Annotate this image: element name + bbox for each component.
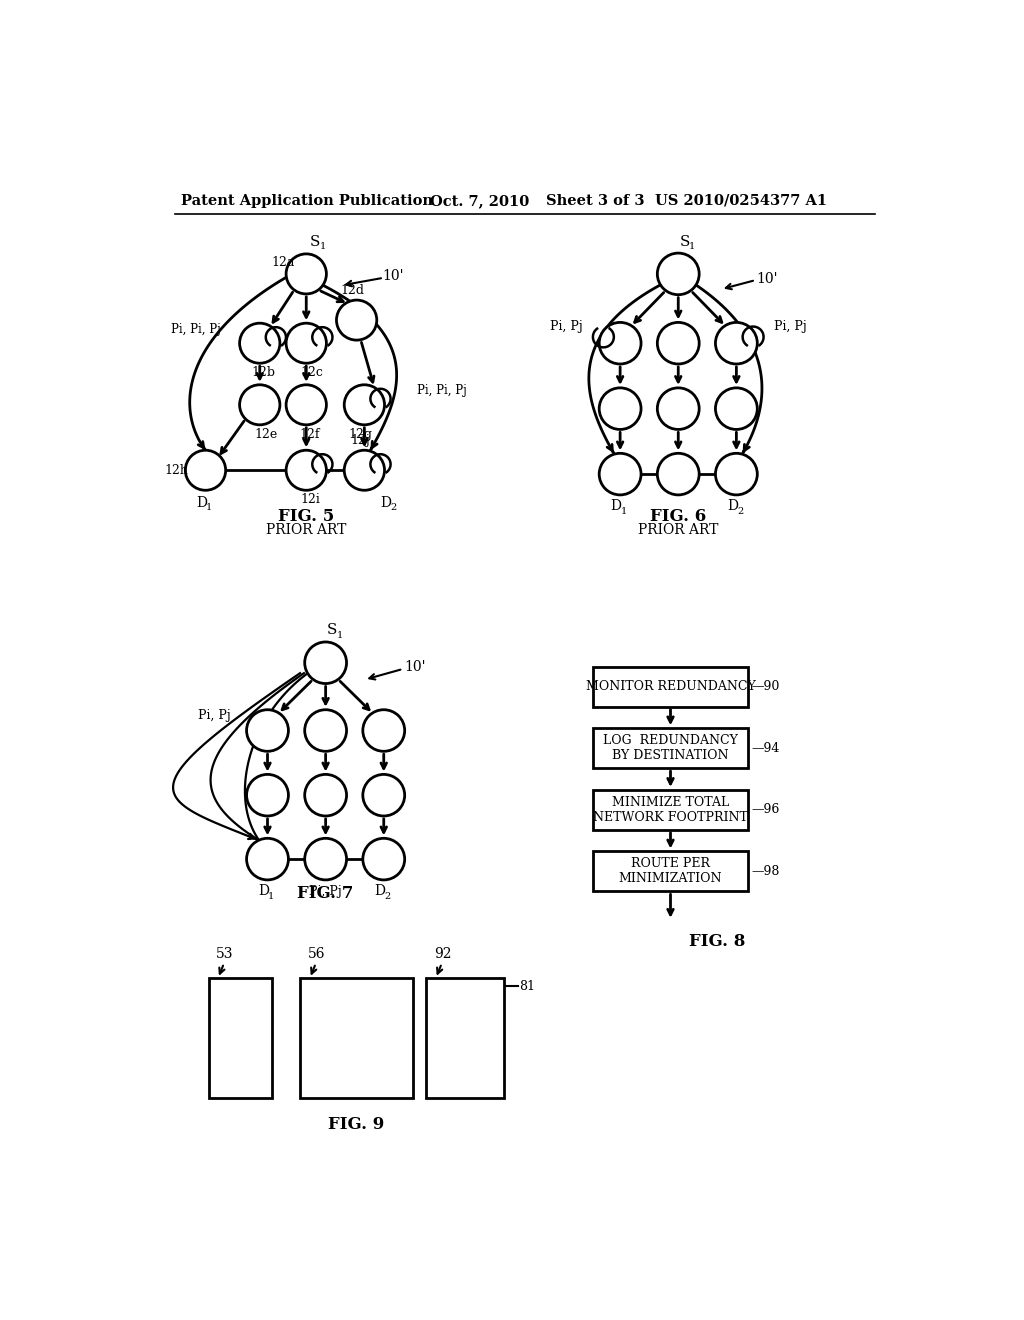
- Text: —90: —90: [752, 680, 780, 693]
- Circle shape: [362, 710, 404, 751]
- Circle shape: [362, 775, 404, 816]
- Circle shape: [305, 710, 346, 751]
- Circle shape: [337, 300, 377, 341]
- Circle shape: [247, 775, 289, 816]
- Text: —98: —98: [752, 865, 780, 878]
- Text: 12h: 12h: [165, 463, 188, 477]
- Text: FIG. 5: FIG. 5: [279, 508, 335, 525]
- Text: 12j: 12j: [350, 434, 371, 447]
- Text: 12g: 12g: [348, 428, 373, 441]
- Bar: [300, 978, 413, 1098]
- Text: 1: 1: [319, 242, 326, 251]
- Circle shape: [716, 322, 758, 364]
- Text: 56: 56: [308, 946, 326, 961]
- Text: 12i: 12i: [300, 492, 321, 506]
- Text: D: D: [375, 884, 385, 899]
- FancyBboxPatch shape: [593, 789, 748, 830]
- Text: 10': 10': [756, 272, 777, 285]
- Text: 10': 10': [404, 660, 426, 673]
- Text: FIG. 6: FIG. 6: [650, 508, 707, 525]
- Text: D: D: [258, 884, 269, 899]
- Text: 12a: 12a: [271, 256, 295, 269]
- Text: Pi, Pj: Pi, Pj: [309, 884, 342, 898]
- Text: —94: —94: [752, 742, 780, 755]
- Circle shape: [286, 450, 327, 490]
- Text: Pi, Pj: Pi, Pj: [550, 319, 583, 333]
- Circle shape: [305, 775, 346, 816]
- Circle shape: [247, 710, 289, 751]
- Text: D: D: [610, 499, 622, 513]
- Text: D: D: [727, 499, 738, 513]
- Text: Pi, Pj: Pi, Pj: [198, 709, 230, 722]
- Circle shape: [599, 388, 641, 429]
- Text: PRIOR ART: PRIOR ART: [638, 523, 719, 536]
- Text: Oct. 7, 2010: Oct. 7, 2010: [430, 194, 529, 207]
- Text: Pi, Pj: Pi, Pj: [773, 319, 806, 333]
- FancyBboxPatch shape: [593, 667, 748, 706]
- Text: D: D: [381, 495, 391, 510]
- Text: Sheet 3 of 3: Sheet 3 of 3: [547, 194, 645, 207]
- Circle shape: [286, 385, 327, 425]
- FancyBboxPatch shape: [593, 851, 748, 891]
- Text: 10': 10': [382, 269, 403, 284]
- Text: D: D: [197, 495, 207, 510]
- Text: 1: 1: [268, 891, 274, 900]
- Text: 12e: 12e: [254, 428, 278, 441]
- Text: —96: —96: [752, 804, 780, 816]
- Text: 92: 92: [434, 946, 452, 961]
- Text: FIG. 8: FIG. 8: [689, 933, 745, 950]
- Circle shape: [657, 453, 699, 495]
- Circle shape: [286, 323, 327, 363]
- Text: Pi, Pi, Pj: Pi, Pi, Pj: [171, 323, 221, 335]
- Text: S: S: [680, 235, 690, 248]
- Text: FIG. 7: FIG. 7: [297, 886, 354, 903]
- Circle shape: [716, 388, 758, 429]
- FancyBboxPatch shape: [593, 729, 748, 768]
- Bar: [426, 978, 504, 1098]
- Text: 12b: 12b: [252, 366, 275, 379]
- Text: 12f: 12f: [300, 428, 321, 441]
- Text: Pi, Pi, Pj: Pi, Pi, Pj: [417, 384, 467, 397]
- Text: FIG. 9: FIG. 9: [329, 1117, 385, 1134]
- Text: PRIOR ART: PRIOR ART: [266, 523, 346, 536]
- Text: ROUTE PER
MINIMIZATION: ROUTE PER MINIMIZATION: [618, 858, 722, 886]
- Text: 2: 2: [391, 503, 397, 512]
- Text: 1: 1: [621, 507, 627, 516]
- Text: 2: 2: [384, 891, 391, 900]
- Circle shape: [240, 323, 280, 363]
- Circle shape: [344, 385, 385, 425]
- Circle shape: [240, 385, 280, 425]
- Bar: [209, 978, 272, 1098]
- Circle shape: [286, 253, 327, 294]
- Circle shape: [362, 838, 404, 880]
- Text: MONITOR REDUNDANCY: MONITOR REDUNDANCY: [586, 680, 756, 693]
- Text: 1: 1: [689, 242, 695, 251]
- Circle shape: [599, 453, 641, 495]
- Text: LOG  REDUNDANCY
BY DESTINATION: LOG REDUNDANCY BY DESTINATION: [603, 734, 738, 762]
- Circle shape: [344, 450, 385, 490]
- Text: S: S: [328, 623, 338, 638]
- Text: 81: 81: [519, 979, 536, 993]
- Text: 12d: 12d: [341, 284, 365, 297]
- Circle shape: [305, 838, 346, 880]
- Circle shape: [716, 453, 758, 495]
- Text: 2: 2: [737, 507, 743, 516]
- Circle shape: [247, 838, 289, 880]
- Circle shape: [657, 388, 699, 429]
- Text: 1: 1: [337, 631, 343, 639]
- Text: 1: 1: [206, 503, 213, 512]
- Text: 53: 53: [216, 946, 233, 961]
- Circle shape: [657, 322, 699, 364]
- Circle shape: [599, 322, 641, 364]
- Circle shape: [657, 253, 699, 294]
- Circle shape: [305, 642, 346, 684]
- Circle shape: [185, 450, 225, 490]
- Text: US 2010/0254377 A1: US 2010/0254377 A1: [655, 194, 827, 207]
- Text: S: S: [310, 235, 321, 248]
- Text: 12c: 12c: [300, 366, 324, 379]
- Text: MINIMIZE TOTAL
NETWORK FOOTPRINT: MINIMIZE TOTAL NETWORK FOOTPRINT: [593, 796, 748, 824]
- Text: Patent Application Publication: Patent Application Publication: [180, 194, 433, 207]
